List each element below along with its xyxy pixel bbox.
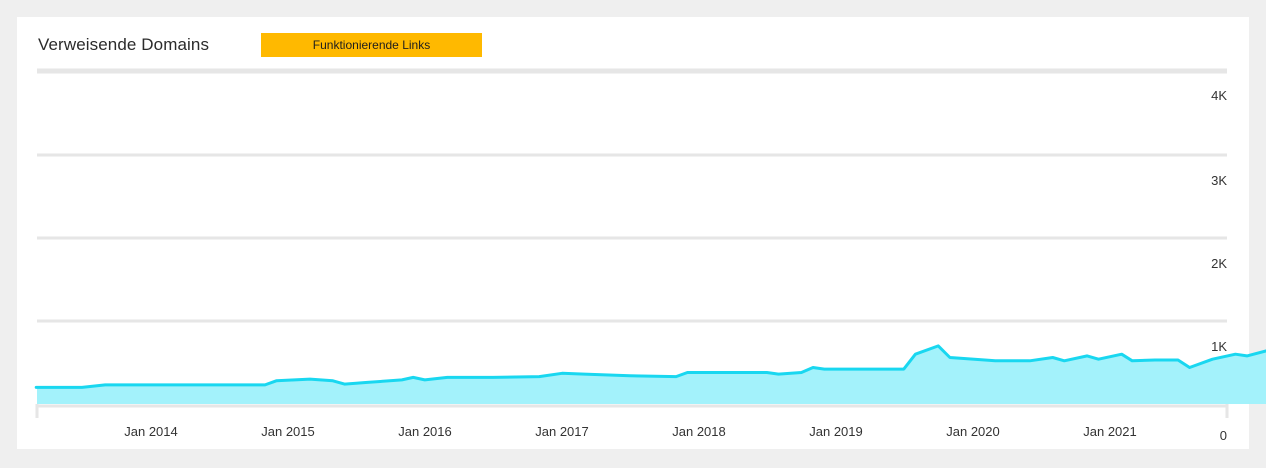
legend-toggle-funktionierende-links[interactable]: Funktionierende Links <box>261 33 482 57</box>
y-tick-label: 1K <box>1211 339 1227 354</box>
x-tick-label: Jan 2017 <box>535 424 589 439</box>
y-tick-label: 4K <box>1211 88 1227 103</box>
x-tick-label: Jan 2014 <box>124 424 178 439</box>
x-tick-label: Jan 2019 <box>809 424 863 439</box>
x-tick-label: Jan 2018 <box>672 424 726 439</box>
series-area <box>36 345 1266 404</box>
x-tick-label: Jan 2020 <box>946 424 1000 439</box>
series-line <box>34 344 1266 389</box>
y-tick-label: 3K <box>1211 173 1227 188</box>
y-tick-label: 2K <box>1211 256 1227 271</box>
x-tick-label: Jan 2021 <box>1083 424 1137 439</box>
y-tick-label: 0 <box>1220 428 1227 443</box>
x-tick-label: Jan 2016 <box>398 424 452 439</box>
chart-title: Verweisende Domains <box>38 35 210 54</box>
x-tick-label: Jan 2015 <box>261 424 315 439</box>
